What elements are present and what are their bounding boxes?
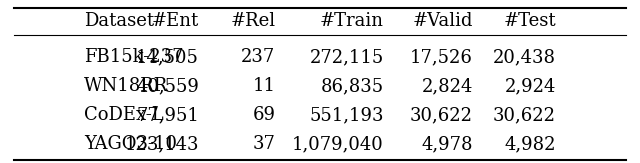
Text: 77,951: 77,951: [136, 106, 199, 124]
Text: 237: 237: [241, 48, 275, 67]
Text: 69: 69: [252, 106, 275, 124]
Text: 272,115: 272,115: [310, 48, 384, 67]
Text: YAGO3-10: YAGO3-10: [84, 135, 177, 153]
Text: #Train: #Train: [320, 12, 384, 30]
Text: WN18RR: WN18RR: [84, 77, 168, 95]
Text: Dataset: Dataset: [84, 12, 154, 30]
Text: FB15k-237: FB15k-237: [84, 48, 184, 67]
Text: 14,505: 14,505: [136, 48, 199, 67]
Text: 30,622: 30,622: [493, 106, 556, 124]
Text: 17,526: 17,526: [410, 48, 473, 67]
Text: 2,824: 2,824: [422, 77, 473, 95]
Text: 4,978: 4,978: [421, 135, 473, 153]
Text: 2,924: 2,924: [504, 77, 556, 95]
Text: 86,835: 86,835: [321, 77, 384, 95]
Text: CoDEx-L: CoDEx-L: [84, 106, 164, 124]
Text: #Test: #Test: [503, 12, 556, 30]
Text: 37: 37: [253, 135, 275, 153]
Text: 4,982: 4,982: [504, 135, 556, 153]
Text: 551,193: 551,193: [309, 106, 384, 124]
Text: 20,438: 20,438: [493, 48, 556, 67]
Text: #Rel: #Rel: [230, 12, 275, 30]
Text: 1,079,040: 1,079,040: [292, 135, 384, 153]
Text: 123,143: 123,143: [124, 135, 199, 153]
Text: #Valid: #Valid: [412, 12, 473, 30]
Text: 30,622: 30,622: [410, 106, 473, 124]
Text: 11: 11: [252, 77, 275, 95]
Text: 40,559: 40,559: [136, 77, 199, 95]
Text: #Ent: #Ent: [152, 12, 199, 30]
